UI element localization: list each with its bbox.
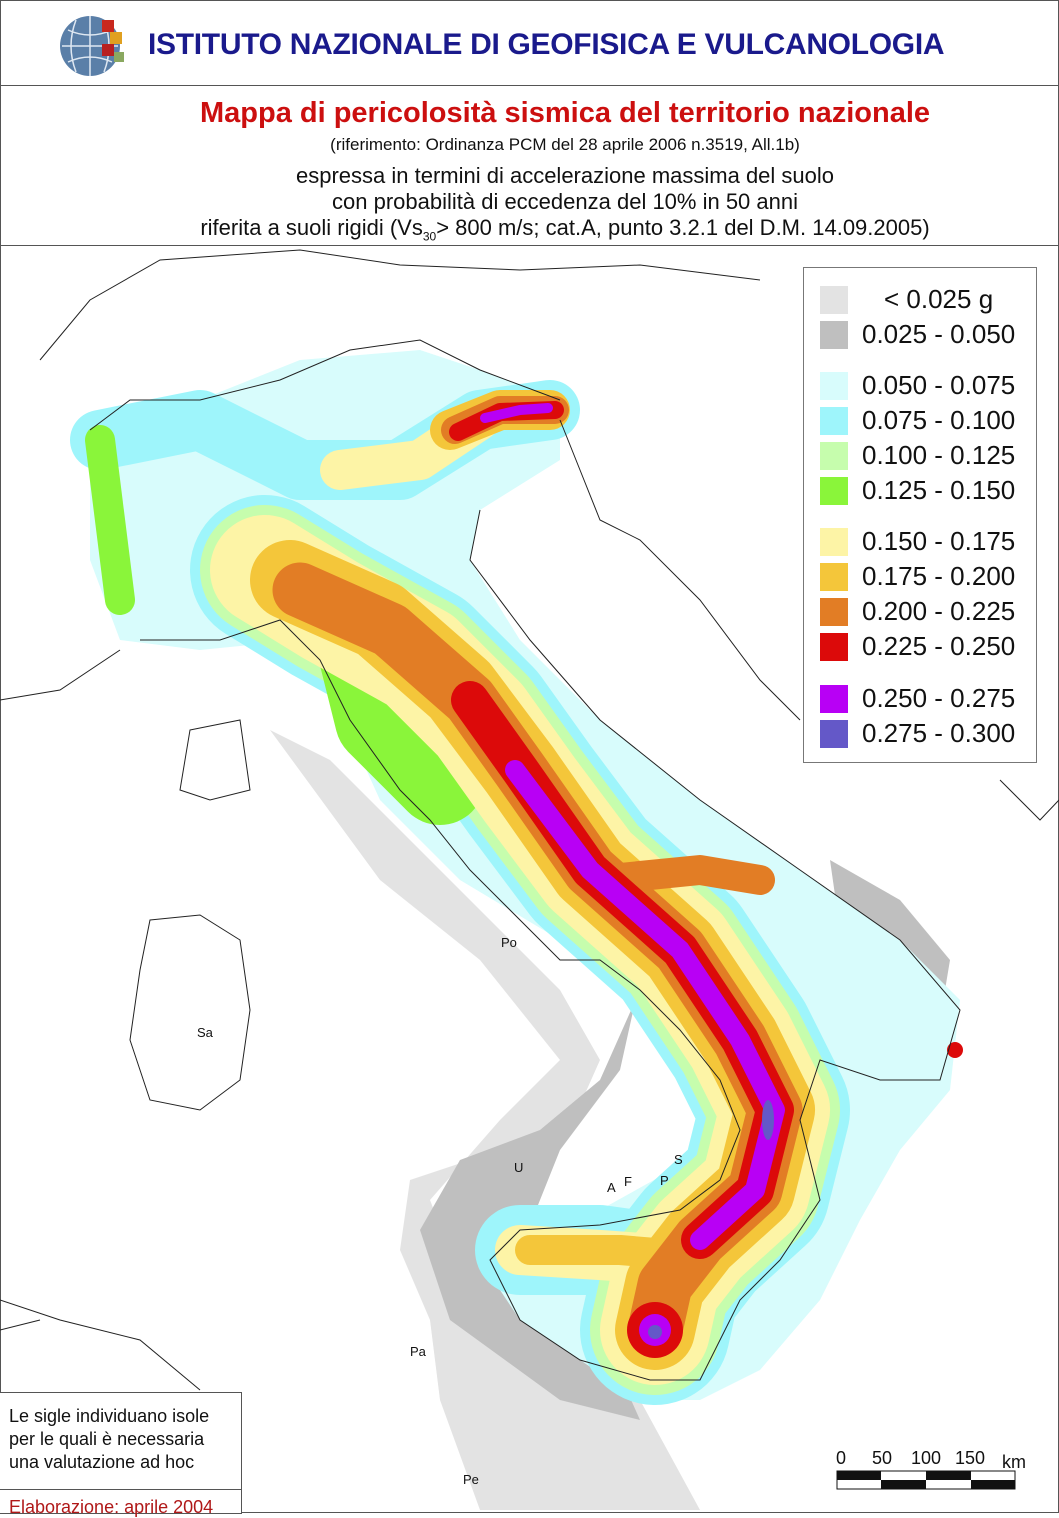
island-label: P [660, 1173, 669, 1188]
island-label: S [674, 1152, 683, 1167]
legend-swatch [820, 562, 848, 591]
legend-item: 0.150 - 0.175 [820, 526, 1015, 557]
legend-label: 0.250 - 0.275 [862, 683, 1016, 713]
legend-label: 0.200 - 0.225 [862, 596, 1016, 626]
legend-item: 0.250 - 0.275 [820, 683, 1015, 714]
legend-swatch [820, 406, 848, 435]
legend-label: 0.275 - 0.300 [862, 718, 1016, 748]
legend-swatch [820, 371, 848, 400]
subtitle-line-3: riferita a suoli rigidi (Vs30> 800 m/s; … [150, 215, 980, 249]
note-text: Le sigle individuano isole per le quali … [0, 1393, 241, 1490]
legend-item: 0.100 - 0.125 [820, 440, 1015, 471]
institute-name: ISTITUTO NAZIONALE DI GEOFISICA E VULCAN… [148, 28, 945, 61]
scale-unit: km [1002, 1452, 1026, 1472]
coastlines [0, 249, 1059, 1391]
legend-label: < 0.025 g [884, 284, 994, 314]
legend-item: 0.225 - 0.250 [820, 631, 1015, 662]
note-box: Le sigle individuano isole per le quali … [0, 1392, 242, 1517]
legend-item: < 0.025 g [820, 284, 993, 315]
subtitle: espressa in termini di accelerazione mas… [150, 163, 980, 249]
legend-label: 0.075 - 0.100 [862, 405, 1016, 435]
legend-label: 0.150 - 0.175 [862, 526, 1016, 556]
line3-b: > 800 m/s; cat.A, punto 3.2.1 del D.M. 1… [436, 215, 930, 240]
legend-label: 0.175 - 0.200 [862, 561, 1016, 591]
line3-a: riferita a suoli rigidi (Vs [200, 215, 423, 240]
header: ISTITUTO NAZIONALE DI GEOFISICA E VULCAN… [0, 0, 1059, 86]
hazard-map [0, 249, 1059, 1510]
note-line-3: una valutazione ad hoc [9, 1452, 195, 1472]
scale-tick: 50 [872, 1448, 893, 1468]
legend-swatch [820, 320, 848, 349]
scale-labels: 0 50 100 150 km [836, 1448, 1036, 1472]
legend: < 0.025 g 0.025 - 0.050 0.050 - 0.075 0.075… [803, 267, 1037, 763]
legend-swatch [820, 632, 848, 661]
scale-bar: 0 50 100 150 km [836, 1448, 1036, 1495]
reference-text: (riferimento: Ordinanza PCM del 28 april… [330, 135, 800, 154]
legend-item: 0.125 - 0.150 [820, 475, 1015, 506]
title-box: Mappa di pericolosità sismica del territ… [0, 85, 1059, 246]
island-label: F [624, 1174, 632, 1189]
scale-tick: 150 [955, 1448, 986, 1468]
island-label: A [607, 1180, 616, 1195]
legend-item: 0.075 - 0.100 [820, 405, 1015, 436]
legend-swatch [820, 719, 848, 748]
zone-lightgray [270, 730, 700, 1510]
legend-item: 0.025 - 0.050 [820, 319, 1015, 350]
legend-swatch [820, 476, 848, 505]
scale-tick: 0 [836, 1448, 847, 1468]
subtitle-line-2: con probabilità di eccedenza del 10% in … [332, 189, 798, 214]
legend-swatch [820, 527, 848, 556]
legend-swatch [820, 441, 848, 470]
scale-bar-graphic [836, 1470, 1016, 1490]
map-title: Mappa di pericolosità sismica del territ… [199, 97, 931, 129]
legend-item: 0.200 - 0.225 [820, 596, 1015, 627]
legend-swatch [820, 285, 848, 314]
scale-tick: 100 [911, 1448, 942, 1468]
island-label: Po [501, 935, 517, 950]
legend-label: 0.025 - 0.050 [862, 319, 1016, 349]
legend-swatch [820, 597, 848, 626]
legend-label: 0.125 - 0.150 [862, 475, 1016, 505]
line3-sub: 30 [422, 229, 437, 244]
island-label: U [514, 1160, 524, 1175]
legend-label: 0.050 - 0.075 [862, 370, 1016, 400]
subtitle-line-1: espressa in termini di accelerazione mas… [295, 163, 835, 188]
legend-label: 0.225 - 0.250 [862, 631, 1016, 661]
note-line-1: Le sigle individuano isole [9, 1406, 210, 1426]
legend-item: 0.275 - 0.300 [820, 718, 1015, 749]
legend-swatch [820, 684, 848, 713]
note-line-2: per le quali è necessaria [9, 1429, 205, 1449]
island-label: Pa [410, 1344, 426, 1359]
island-label: Pe [463, 1472, 479, 1487]
legend-item: 0.050 - 0.075 [820, 370, 1015, 401]
legend-label: 0.100 - 0.125 [862, 440, 1016, 470]
elaboration-date: Elaborazione: aprile 2004 [9, 1497, 214, 1517]
ingv-globe-logo [60, 16, 124, 76]
hazard-bands [70, 380, 963, 1405]
island-label: Sa [197, 1025, 213, 1040]
legend-item: 0.175 - 0.200 [820, 561, 1015, 592]
